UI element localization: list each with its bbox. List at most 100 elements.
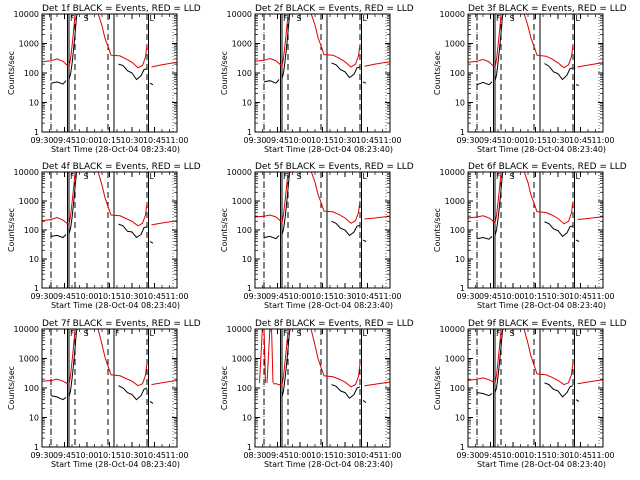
bracket-label: L <box>576 329 581 338</box>
events-series-line <box>149 82 154 86</box>
y-axis-label: Counts/sec <box>433 51 442 95</box>
panel-title: Det 3f BLACK = Events, RED = LLD <box>468 4 627 14</box>
y-tick-label: 1000 <box>445 197 465 206</box>
events-series-line <box>544 63 574 81</box>
y-tick-label: 10000 <box>14 10 39 19</box>
x-tick-label: 11:00 <box>591 292 614 301</box>
lld-series-line <box>310 329 361 388</box>
x-tick-label: 09:45 <box>53 136 76 145</box>
y-tick-label: 1 <box>34 284 39 293</box>
events-series-line <box>544 382 574 398</box>
lld-series-line <box>364 61 390 67</box>
plot-frame <box>254 328 391 448</box>
plot-frame <box>467 328 604 448</box>
y-tick-label: 10 <box>29 414 39 423</box>
x-tick-label: 09:45 <box>266 292 289 301</box>
x-tick-label: 11:00 <box>378 136 401 145</box>
y-tick-label: 10000 <box>440 10 465 19</box>
y-tick-label: 10 <box>455 99 465 108</box>
panel-title: Det 4f BLACK = Events, RED = LLD <box>42 162 201 172</box>
y-tick-label: 100 <box>24 226 39 235</box>
x-tick-label: 10:45 <box>569 451 592 460</box>
y-tick-label: 1000 <box>19 197 39 206</box>
panel-title: Det 9f BLACK = Events, RED = LLD <box>468 319 627 329</box>
x-tick-label: 10:00 <box>501 292 524 301</box>
lld-series-line <box>266 329 274 383</box>
lld-series-line <box>577 216 603 220</box>
y-tick-label: 1 <box>460 284 465 293</box>
x-tick-label: 10:15 <box>524 136 547 145</box>
y-axis-label: Counts/sec <box>7 208 16 252</box>
events-series-line <box>362 239 367 242</box>
x-axis-label: Start Time (28-Oct-04 08:23:40) <box>477 301 606 310</box>
bracket-label: S <box>84 172 89 181</box>
lld-series-line <box>310 14 361 68</box>
lld-series-line <box>42 329 77 386</box>
x-tick-label: 10:45 <box>143 136 166 145</box>
x-tick-label: 10:15 <box>524 451 547 460</box>
x-tick-label: 09:45 <box>479 451 502 460</box>
x-tick-label: 10:45 <box>356 292 379 301</box>
x-tick-label: 10:00 <box>75 136 98 145</box>
events-series-line <box>149 400 154 404</box>
y-tick-label: 1 <box>34 443 39 452</box>
plot-frame <box>467 13 604 133</box>
x-tick-label: 10:30 <box>120 451 143 460</box>
y-axis-label: Counts/sec <box>7 51 16 95</box>
lld-series-line <box>97 14 148 69</box>
x-tick-label: 10:00 <box>75 292 98 301</box>
events-series-line <box>494 329 504 393</box>
y-tick-label: 1000 <box>445 355 465 364</box>
panel-title: Det 6f BLACK = Events, RED = LLD <box>468 162 627 172</box>
lld-series-line <box>42 14 77 69</box>
events-series-line <box>118 385 148 401</box>
plot-frame <box>467 171 604 289</box>
y-tick-label: 10 <box>455 414 465 423</box>
x-tick-label: 09:30 <box>30 451 53 460</box>
y-tick-label: 10 <box>242 414 252 423</box>
events-series-line <box>263 79 280 84</box>
y-tick-label: 10000 <box>227 168 252 177</box>
y-tick-label: 100 <box>24 69 39 78</box>
y-tick-label: 10 <box>29 99 39 108</box>
y-tick-label: 1 <box>247 443 252 452</box>
bracket-label: L <box>576 14 581 23</box>
y-tick-label: 100 <box>237 69 252 78</box>
x-tick-label: 10:45 <box>143 451 166 460</box>
panel-title: Det 5f BLACK = Events, RED = LLD <box>255 162 414 172</box>
events-series-line <box>494 172 504 236</box>
events-series-line <box>476 392 493 397</box>
bracket-label: L <box>150 14 155 23</box>
events-series-line <box>331 384 361 399</box>
x-tick-label: 11:00 <box>378 292 401 301</box>
bracket-label: F <box>496 172 501 181</box>
x-tick-label: 09:45 <box>266 136 289 145</box>
events-series-line <box>476 81 493 86</box>
lld-series-line <box>97 172 148 227</box>
x-tick-label: 11:00 <box>591 451 614 460</box>
events-series-line <box>68 172 78 234</box>
y-axis-label: Counts/sec <box>220 366 229 410</box>
events-series-line <box>50 234 67 239</box>
y-tick-label: 1000 <box>232 40 252 49</box>
bracket-label: F <box>70 14 75 23</box>
x-tick-label: 10:15 <box>311 136 334 145</box>
bracket-label: S <box>297 172 302 181</box>
y-axis-label: Counts/sec <box>433 208 442 252</box>
lld-series-line <box>259 329 266 383</box>
plot-frame <box>254 13 391 133</box>
x-tick-label: 09:45 <box>479 292 502 301</box>
y-tick-label: 100 <box>237 226 252 235</box>
y-tick-label: 1000 <box>232 355 252 364</box>
events-series-line <box>281 172 291 235</box>
lld-series-line <box>364 215 390 220</box>
events-series-line <box>362 81 367 84</box>
events-series-line <box>494 14 504 81</box>
bracket-label: F <box>70 329 75 338</box>
events-series-line <box>362 399 367 404</box>
